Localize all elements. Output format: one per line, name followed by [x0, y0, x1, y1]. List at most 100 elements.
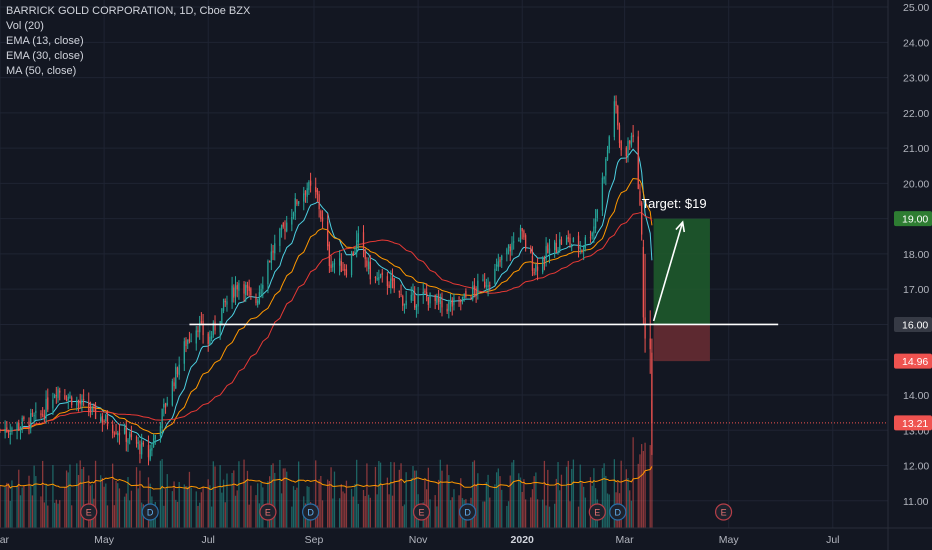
volume-bar	[35, 476, 37, 528]
volume-bar	[386, 477, 389, 528]
volume-bar	[451, 497, 453, 528]
candle-body	[214, 321, 216, 331]
volume-bar	[429, 499, 431, 528]
candle-body	[536, 266, 539, 271]
candle-body	[11, 428, 13, 431]
candle-body	[417, 295, 419, 307]
candle-body	[327, 221, 329, 247]
earnings-marker[interactable]: E	[412, 503, 431, 521]
volume-bar	[530, 497, 532, 528]
volume-bar	[21, 487, 23, 528]
dividend-marker[interactable]: D	[458, 503, 477, 521]
candle-body	[513, 241, 515, 243]
price-label-text: 13.21	[902, 418, 928, 430]
volume-bar	[200, 492, 203, 528]
candle-body	[453, 297, 455, 306]
volume-bar	[166, 474, 168, 528]
candle-body	[405, 300, 407, 306]
candle-body	[501, 255, 503, 261]
earnings-marker[interactable]: E	[259, 503, 277, 521]
indicator-ma-50[interactable]: MA (50, close)	[6, 65, 77, 77]
candle-body	[282, 222, 284, 227]
candle-body	[199, 322, 201, 333]
volume-bar	[533, 476, 535, 528]
time-tick-label: May	[94, 534, 115, 546]
volume-bar	[627, 478, 629, 528]
volume-bar	[298, 461, 300, 528]
candle-body	[352, 252, 354, 256]
price-label-box	[894, 316, 932, 332]
volume-bar	[572, 459, 575, 528]
candle-body	[291, 216, 293, 225]
dividend-icon	[609, 503, 627, 521]
candle-body	[260, 289, 262, 295]
volume-bar	[501, 489, 503, 528]
price-label: 16.00	[894, 316, 932, 332]
candle-body	[64, 395, 66, 400]
volume-bar	[16, 485, 18, 528]
volume-bar	[507, 501, 510, 528]
symbol-title[interactable]: BARRICK GOLD CORPORATION, 1D, Cboe BZX	[6, 5, 251, 17]
target-annotation[interactable]: Target: $19	[642, 196, 707, 211]
time-axis[interactable]: Mar May Jul Sep Nov 2020 Mar May Jul	[0, 534, 840, 546]
volume-bar	[338, 498, 341, 528]
candle-body	[553, 241, 556, 251]
target-arrow[interactable]	[652, 221, 684, 322]
volume-bar	[57, 503, 59, 528]
candles	[0, 95, 653, 466]
volume-bar	[553, 503, 556, 528]
candle-body	[524, 235, 527, 249]
candle-body	[545, 246, 547, 260]
candle-body	[103, 421, 105, 423]
candle-body	[152, 438, 155, 448]
volume-bar	[651, 400, 653, 528]
volume-bar	[270, 464, 272, 528]
volume-bar	[364, 496, 366, 528]
candle-body	[279, 228, 281, 246]
volume-bar	[345, 480, 348, 528]
dividend-marker[interactable]: D	[141, 503, 159, 521]
volume-bar	[245, 479, 247, 528]
candle-body	[268, 261, 271, 263]
volume-bar	[603, 463, 605, 528]
volume-bar	[0, 485, 1, 528]
dividend-marker[interactable]: D	[301, 503, 320, 521]
price-axis[interactable]: 11.0012.0013.0014.0015.0016.0017.0018.00…	[903, 2, 929, 508]
indicator-ema-13[interactable]: EMA (13, close)	[6, 35, 84, 47]
dividend-marker[interactable]: D	[609, 503, 627, 521]
volume-bar	[524, 499, 527, 528]
volume-bar	[207, 479, 209, 528]
candle-body	[484, 281, 486, 288]
candle-body	[644, 317, 646, 339]
candle-body	[489, 285, 491, 287]
candle-body	[632, 134, 634, 138]
target-zone[interactable]	[653, 218, 710, 325]
volume-bar	[76, 463, 78, 528]
earnings-marker[interactable]: E	[80, 503, 98, 521]
candle-body	[356, 240, 358, 253]
candle-body	[316, 189, 319, 195]
volume-bar	[260, 482, 262, 528]
candle-body	[637, 136, 639, 189]
volume-bar	[202, 486, 204, 528]
candle-body	[357, 233, 360, 243]
candle-body	[615, 101, 617, 106]
volume-bar	[613, 459, 616, 528]
candle-body	[629, 140, 631, 144]
indicator-volume[interactable]: Vol (20)	[6, 20, 44, 32]
candle-body	[9, 433, 11, 435]
candle-body	[565, 237, 568, 245]
indicator-ema-30[interactable]: EMA (30, close)	[6, 50, 84, 62]
stop-zone[interactable]	[653, 324, 710, 362]
candle-body	[572, 237, 575, 243]
candle-body	[543, 258, 546, 262]
candle-body	[76, 400, 78, 406]
earnings-marker[interactable]: E	[714, 503, 733, 521]
volume-bar	[185, 486, 187, 528]
earnings-marker[interactable]: E	[588, 503, 606, 521]
volume-bar	[477, 473, 479, 528]
volume-bar	[212, 461, 214, 528]
candle-body	[603, 177, 605, 180]
candle-body	[376, 278, 378, 280]
